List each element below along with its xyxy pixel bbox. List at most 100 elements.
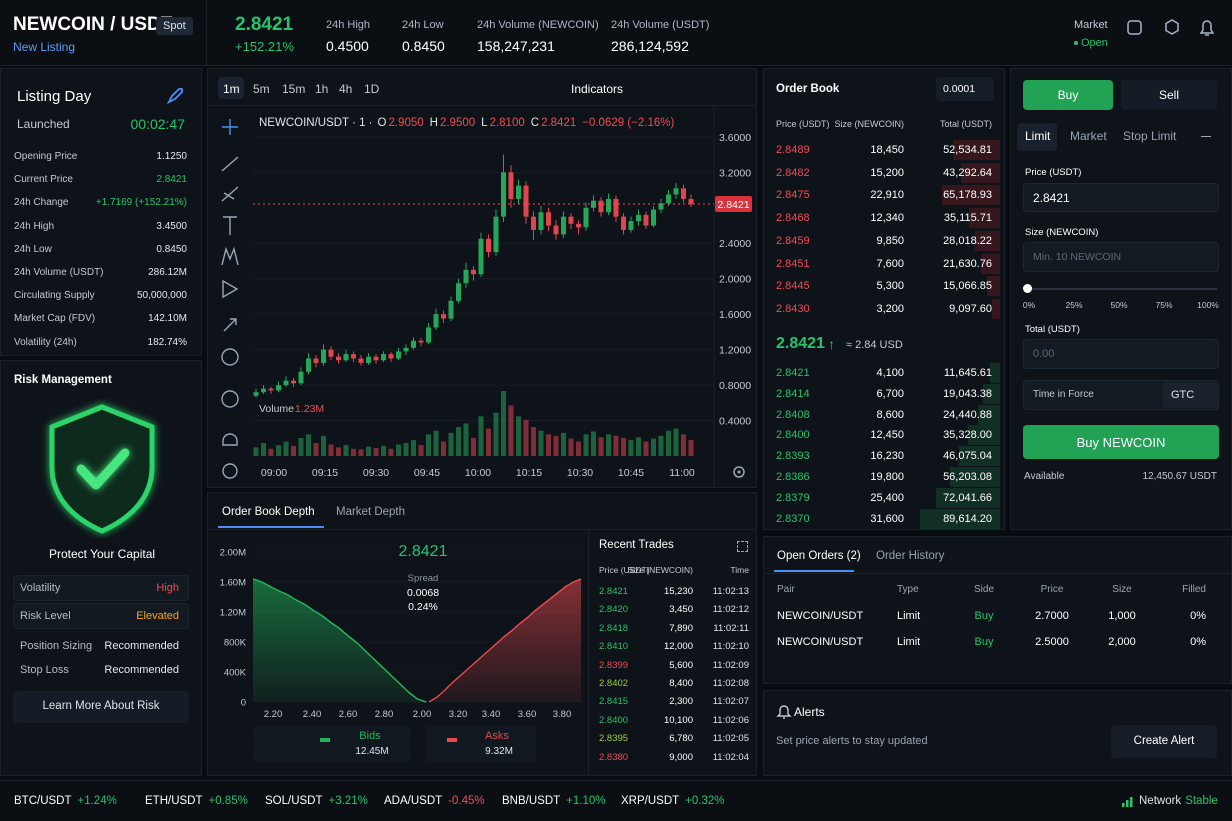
volume-bar [396,444,401,456]
candle-body [681,188,686,199]
book-size: 12,340 [870,212,904,225]
icon[interactable] [1165,19,1179,35]
tif-select[interactable] [1163,382,1217,408]
candle-body [606,198,611,213]
timeframe[interactable]: 1D [364,82,380,96]
row-label: Volatility [20,582,61,594]
book-size: 9,850 [876,234,904,247]
x-tick-label: 2.60 [339,709,358,720]
tool[interactable] [221,246,239,266]
candle-body [673,188,679,195]
buy-tab[interactable] [1023,80,1113,110]
order-type[interactable]: Market [1070,129,1107,143]
tool[interactable] [221,390,239,408]
ticker[interactable]: BNB/USDT +1.10% [502,795,605,807]
volume-bar [448,432,454,456]
indicators-button[interactable]: Indicators [571,82,624,96]
timeframe[interactable]: 1h [315,82,329,96]
ticker-change: +1.24% [77,795,117,807]
settings-icon[interactable] [730,463,748,481]
side-tab[interactable]: Sell [1158,88,1180,102]
depth-chart: 2.00M 1.60M 1.20M 800K 400K 0 2.20 2.40 2.60 2.80… [220,548,582,720]
depth-bar [935,487,1000,508]
tool[interactable] [222,463,238,479]
alert-button-bg[interactable] [1111,725,1217,758]
book-total: 56,203.08 [943,471,992,483]
risk-button[interactable]: Learn More About Risk [42,700,160,712]
ticker[interactable]: ADA/USDT -0.45% [384,795,485,807]
expand-icon [737,541,748,552]
depth-bar [986,276,1000,297]
ticker[interactable]: ETH/USDT +0.85% [145,795,248,807]
y-tick-label: 2.00M [220,548,246,559]
side-tab[interactable]: Buy [1057,88,1079,102]
column-header: Price [1040,584,1064,595]
tab[interactable]: Market Depth [336,506,406,518]
input[interactable] [1023,242,1219,272]
tif-value[interactable]: GTC [1171,389,1195,401]
row-value: 142.10M [148,313,187,325]
tool[interactable] [221,186,239,202]
depth-bar [953,140,1000,160]
total-input[interactable]: 0.00 [1033,348,1055,360]
tab[interactable]: Open Orders (2) [777,550,861,562]
trade-price: 2.8410 [599,641,629,653]
spread-pct: 0.24% [408,601,438,613]
input[interactable] [1023,339,1219,369]
x-tick-label: 10:45 [618,467,644,479]
tab[interactable]: Order History [876,550,945,562]
more [1201,136,1211,137]
depth-area-fill [429,579,581,702]
input[interactable] [1023,183,1219,212]
column-header: Size (NEWCOIN) [627,565,693,575]
candle-body [486,238,491,253]
trade-price: 2.8402 [599,678,629,689]
tool[interactable] [223,318,237,332]
candle-body [651,209,656,226]
create-alert[interactable]: Create Alert [1133,735,1195,747]
tool[interactable] [222,279,239,299]
tool[interactable] [223,216,237,235]
submit-label[interactable]: Buy NEWCOIN [1076,435,1166,450]
trade-price: 2.8400 [599,714,629,726]
tab[interactable]: Order Book Depth [222,506,315,518]
x-tick-label: 09:30 [363,467,389,479]
icon[interactable] [1127,20,1142,35]
candle-body [538,212,544,230]
legend-key: O [377,117,387,129]
submit-button[interactable] [1023,425,1219,459]
order-cell: Buy [974,610,994,622]
book-price: 2.8400 [776,429,810,442]
ticker[interactable]: XRP/USDT +0.32% [621,795,724,807]
ticker[interactable]: BTC/USDT +1.24% [14,795,117,807]
order-type[interactable]: Limit [1025,129,1051,143]
size-placeholder[interactable]: Min. 10 NEWCOIN [1033,251,1122,263]
tool[interactable] [221,348,239,366]
trade-size: 10,100 [663,714,693,726]
ticker[interactable]: SOL/USDT +3.21% [265,795,368,807]
timeframe[interactable]: 4h [339,82,353,96]
icon[interactable] [1199,20,1215,36]
volume-bar [403,443,409,456]
trade-price: 2.8418 [599,622,629,634]
order-type[interactable]: Stop Limit [1123,129,1177,143]
y-tick-label: 800K [224,638,247,649]
slider-knob[interactable] [1023,284,1032,293]
book-price: 2.8421 [776,367,810,379]
timeframe[interactable]: 15m [282,82,306,96]
row-label: 24h High [14,220,55,232]
price-input[interactable]: 2.8421 [1033,191,1070,205]
tool[interactable] [221,156,239,172]
timeframe[interactable]: 5m [253,82,270,96]
order-cell: 2.7000 [1035,610,1069,622]
candle-body [613,198,619,217]
divider [206,0,207,65]
sell-tab[interactable] [1121,80,1217,110]
spread: 0.0068 [406,587,440,599]
tool[interactable] [222,119,238,135]
tool[interactable] [222,433,238,446]
precision-box[interactable] [936,77,994,101]
listing-title: Listing Day [17,88,92,105]
candle-body [268,388,274,391]
timeframe[interactable]: 1m [223,82,240,96]
